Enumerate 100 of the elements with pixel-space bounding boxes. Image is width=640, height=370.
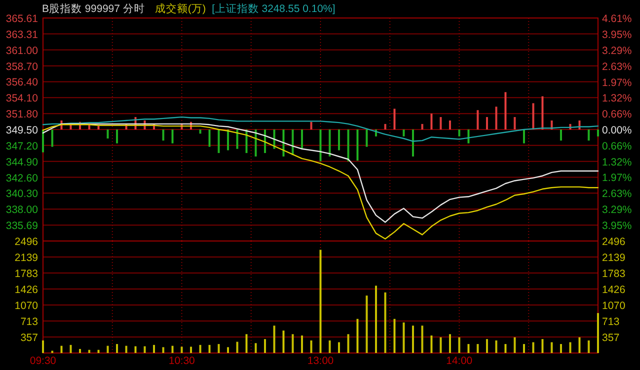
bar [42,130,44,152]
text: [上证指数 3248.55 0.10%] [212,2,336,15]
bar [106,346,109,353]
bar [356,130,358,161]
bar [199,130,202,134]
y2-tick-label: 3.29% [602,44,632,57]
bar [320,250,322,353]
bar [199,344,202,353]
bar [588,130,590,141]
bar [421,326,424,353]
bar [162,347,164,353]
bar [458,130,460,136]
bar [236,342,238,353]
y2-tick-label: 0.66% [602,140,632,152]
y2-tick-label: 1.97% [602,172,632,184]
y2-tick-label: 1783 [602,268,626,280]
text: 成交额(万) [154,2,206,15]
y-tick-label: 2139 [14,252,38,264]
bar [588,340,590,353]
y2-tick-label: 2496 [602,236,626,248]
bar [116,130,118,144]
bar [246,334,248,353]
y-tick-label: 342.60 [6,172,38,184]
bar [421,124,424,130]
bar [412,326,414,353]
y2-tick-label: 2.63% [602,188,632,200]
bar [328,130,331,156]
bar [523,130,525,144]
y-tick-label: 365.61 [6,13,38,25]
bar [468,344,470,353]
bar [42,340,44,353]
bar [172,346,174,353]
bar [458,337,460,353]
bar [282,130,284,156]
bar [569,342,572,353]
x-tick-label: 09:30 [30,355,56,367]
bar [476,344,479,353]
bar [560,344,562,353]
bar [218,344,220,353]
y-tick-label: 1070 [14,300,38,312]
y2-tick-label: 0.00% [602,124,632,136]
bar [356,318,358,353]
bar [394,318,396,353]
bar [495,106,498,130]
bar [449,120,451,130]
bar [218,130,220,154]
bar [504,344,506,353]
line-series [42,124,599,240]
bar [162,130,164,141]
bar [208,344,210,353]
bar [578,337,580,353]
bar [282,330,284,353]
bar [440,337,442,353]
x-tick-label: 13:00 [307,355,334,367]
bar [79,348,81,353]
y2-tick-label: 1070 [602,300,626,312]
bar [172,130,174,144]
y2-tick-label: 2.63% [602,60,632,73]
bar [375,286,377,353]
y-tick-label: 344.90 [6,156,38,168]
bar [542,339,544,353]
y2-tick-label: 1426 [602,284,626,296]
bar [106,130,109,138]
bar [134,346,136,353]
line-series [42,116,599,142]
bar [440,117,442,130]
bar [98,126,100,130]
y2-tick-label: 1.32% [602,156,632,168]
y-tick-label: 363.31 [6,28,38,41]
bar [560,130,562,141]
bar [514,337,516,353]
bar [301,336,303,353]
bar [347,334,350,353]
y2-tick-label: 1.32% [602,92,632,105]
bar [208,130,210,147]
bar [88,350,90,353]
y-tick-label: 2496 [14,236,38,248]
bar [468,130,470,144]
bar [153,344,155,353]
y2-tick-label: 2139 [602,252,626,264]
y-tick-label: 1426 [14,284,38,296]
bar [550,342,553,353]
bar [236,130,238,149]
y2-tick-label: 357 [602,332,620,344]
bar [254,130,257,156]
bar [430,336,432,353]
bar [125,346,128,353]
bar [227,130,229,150]
bar [523,344,525,353]
bar [486,339,488,353]
bar [449,334,451,353]
bar [116,344,118,353]
y2-tick-label: 3.95% [602,220,632,232]
y-tick-label: 354.10 [6,92,38,105]
bar [60,346,62,353]
bar [366,130,368,147]
bar [384,124,386,130]
bar [338,130,340,150]
y-tick-label: 340.30 [6,188,38,200]
y-tick-label: 349.50 [6,124,38,136]
